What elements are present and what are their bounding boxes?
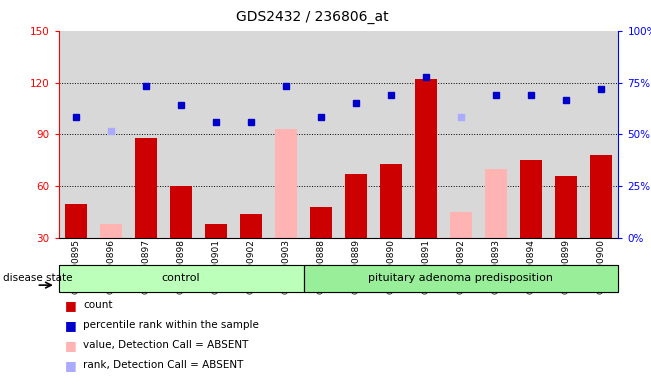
- Bar: [519, 161, 542, 238]
- Bar: [590, 155, 613, 238]
- Bar: [275, 129, 298, 238]
- Text: count: count: [83, 300, 113, 310]
- Bar: [555, 176, 577, 238]
- Bar: [303, 265, 618, 292]
- Bar: [59, 265, 303, 292]
- Bar: [450, 212, 473, 238]
- Bar: [415, 79, 437, 238]
- Text: percentile rank within the sample: percentile rank within the sample: [83, 320, 259, 330]
- Text: ■: ■: [65, 299, 77, 312]
- Text: GDS2432 / 236806_at: GDS2432 / 236806_at: [236, 10, 389, 23]
- Bar: [380, 164, 402, 238]
- Bar: [64, 204, 87, 238]
- Text: ■: ■: [65, 359, 77, 372]
- Bar: [135, 138, 158, 238]
- Text: pituitary adenoma predisposition: pituitary adenoma predisposition: [368, 273, 553, 283]
- Bar: [303, 265, 618, 292]
- Text: value, Detection Call = ABSENT: value, Detection Call = ABSENT: [83, 340, 249, 350]
- Text: control: control: [161, 273, 201, 283]
- Bar: [484, 169, 507, 238]
- Bar: [204, 224, 227, 238]
- Text: ■: ■: [65, 339, 77, 352]
- Bar: [100, 224, 122, 238]
- Bar: [59, 265, 303, 292]
- Bar: [240, 214, 262, 238]
- Bar: [170, 186, 193, 238]
- Bar: [275, 207, 298, 238]
- Bar: [310, 207, 333, 238]
- Text: disease state: disease state: [3, 273, 73, 283]
- Text: rank, Detection Call = ABSENT: rank, Detection Call = ABSENT: [83, 360, 243, 370]
- Text: ■: ■: [65, 319, 77, 332]
- Bar: [344, 174, 367, 238]
